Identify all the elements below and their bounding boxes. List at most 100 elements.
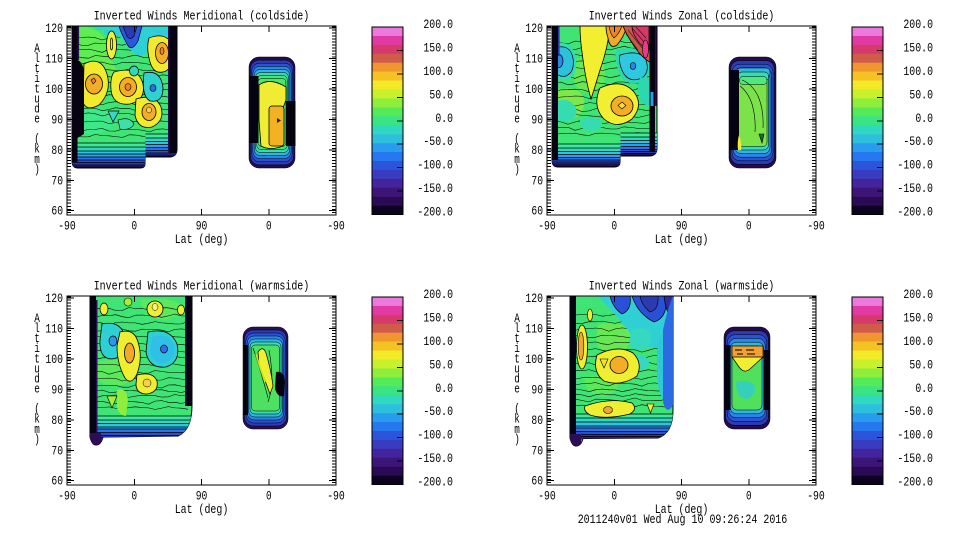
svg-text:k: k <box>34 142 40 157</box>
svg-text:80: 80 <box>51 413 63 428</box>
svg-text:150.0: 150.0 <box>423 310 453 325</box>
svg-text:m: m <box>34 422 40 437</box>
svg-text:(: ( <box>34 402 40 417</box>
svg-text:100.0: 100.0 <box>903 334 933 349</box>
svg-text:A: A <box>34 311 40 326</box>
svg-text:70: 70 <box>531 443 543 458</box>
svg-text:t: t <box>34 61 40 76</box>
svg-text:0: 0 <box>266 219 272 234</box>
svg-text:i: i <box>34 71 40 86</box>
svg-text:0: 0 <box>746 219 752 234</box>
svg-text:100: 100 <box>525 352 543 367</box>
svg-text:-100.0: -100.0 <box>897 428 933 443</box>
svg-text:90: 90 <box>51 382 63 397</box>
svg-text:-90: -90 <box>58 489 76 504</box>
svg-text:100.0: 100.0 <box>903 64 933 79</box>
svg-text:150.0: 150.0 <box>903 310 933 325</box>
svg-text:90: 90 <box>676 489 688 504</box>
svg-text:Inverted Winds Zonal (warmside: Inverted Winds Zonal (warmside) <box>589 279 775 294</box>
svg-text:-150.0: -150.0 <box>417 181 453 196</box>
svg-text:e: e <box>34 381 40 396</box>
svg-text:i: i <box>514 341 520 356</box>
svg-text:120: 120 <box>525 291 543 306</box>
svg-text:-100.0: -100.0 <box>897 158 933 173</box>
svg-text:0: 0 <box>746 489 752 504</box>
svg-text:60: 60 <box>531 474 543 489</box>
svg-text:l: l <box>34 51 40 66</box>
svg-text:0: 0 <box>611 219 617 234</box>
svg-text:110: 110 <box>525 52 543 67</box>
svg-text:t: t <box>514 351 520 366</box>
svg-text:50.0: 50.0 <box>909 357 933 372</box>
svg-text:u: u <box>514 361 520 376</box>
svg-text:0: 0 <box>611 489 617 504</box>
svg-text:t: t <box>514 61 520 76</box>
svg-text:i: i <box>34 341 40 356</box>
svg-text:A: A <box>34 41 40 56</box>
svg-text:m: m <box>34 152 40 167</box>
svg-text:0: 0 <box>266 489 272 504</box>
svg-text:200.0: 200.0 <box>423 287 453 302</box>
svg-text:A: A <box>514 41 520 56</box>
svg-text:-50.0: -50.0 <box>423 134 453 149</box>
svg-text:): ) <box>34 432 40 447</box>
svg-text:Inverted Winds Meridional (war: Inverted Winds Meridional (warmside) <box>94 279 310 294</box>
svg-text:120: 120 <box>45 291 63 306</box>
svg-text:100: 100 <box>45 352 63 367</box>
svg-text:90: 90 <box>531 112 543 127</box>
svg-text:(: ( <box>514 402 520 417</box>
svg-text:100: 100 <box>525 82 543 97</box>
svg-text:-150.0: -150.0 <box>897 451 933 466</box>
svg-text:-90: -90 <box>58 219 76 234</box>
svg-text:k: k <box>514 412 520 427</box>
svg-text:70: 70 <box>51 443 63 458</box>
svg-text:t: t <box>34 351 40 366</box>
svg-text:50.0: 50.0 <box>429 87 453 102</box>
svg-text:150.0: 150.0 <box>423 40 453 55</box>
svg-text:): ) <box>34 162 40 177</box>
svg-text:0: 0 <box>131 219 137 234</box>
svg-text:-50.0: -50.0 <box>903 134 933 149</box>
svg-text:0.0: 0.0 <box>435 381 453 396</box>
svg-text:(: ( <box>34 132 40 147</box>
svg-text:200.0: 200.0 <box>903 287 933 302</box>
svg-text:Inverted Winds Meridional (col: Inverted Winds Meridional (coldside) <box>94 9 310 24</box>
svg-text:-100.0: -100.0 <box>417 428 453 443</box>
svg-text:): ) <box>514 162 520 177</box>
svg-text:100.0: 100.0 <box>423 64 453 79</box>
svg-text:e: e <box>514 111 520 126</box>
svg-text:60: 60 <box>51 474 63 489</box>
svg-text:60: 60 <box>531 204 543 219</box>
svg-text:-150.0: -150.0 <box>417 451 453 466</box>
svg-text:50.0: 50.0 <box>429 357 453 372</box>
svg-text:A: A <box>514 311 520 326</box>
svg-text:u: u <box>34 361 40 376</box>
svg-text:k: k <box>34 412 40 427</box>
svg-text:0.0: 0.0 <box>915 381 933 396</box>
svg-text:-90: -90 <box>807 219 825 234</box>
svg-text:-50.0: -50.0 <box>423 404 453 419</box>
svg-text:90: 90 <box>196 489 208 504</box>
svg-text:t: t <box>514 81 520 96</box>
svg-text:80: 80 <box>531 413 543 428</box>
svg-text:120: 120 <box>525 21 543 36</box>
svg-text:70: 70 <box>531 173 543 188</box>
svg-text:-90: -90 <box>327 489 345 504</box>
svg-text:u: u <box>34 91 40 106</box>
svg-text:Lat (deg): Lat (deg) <box>655 502 709 517</box>
svg-text:t: t <box>34 81 40 96</box>
svg-text:-90: -90 <box>807 489 825 504</box>
svg-text:-90: -90 <box>538 219 556 234</box>
svg-text:-50.0: -50.0 <box>903 404 933 419</box>
svg-text:80: 80 <box>531 143 543 158</box>
svg-text:-90: -90 <box>327 219 345 234</box>
svg-text:110: 110 <box>45 322 63 337</box>
svg-text:0.0: 0.0 <box>435 111 453 126</box>
svg-text:t: t <box>514 331 520 346</box>
svg-text:0.0: 0.0 <box>915 111 933 126</box>
svg-text:l: l <box>34 321 40 336</box>
svg-text:90: 90 <box>531 382 543 397</box>
svg-text:2011240v01 Wed Aug 10 09:26:24: 2011240v01 Wed Aug 10 09:26:24 2016 <box>578 512 788 527</box>
svg-text:50.0: 50.0 <box>909 87 933 102</box>
svg-text:-100.0: -100.0 <box>417 158 453 173</box>
